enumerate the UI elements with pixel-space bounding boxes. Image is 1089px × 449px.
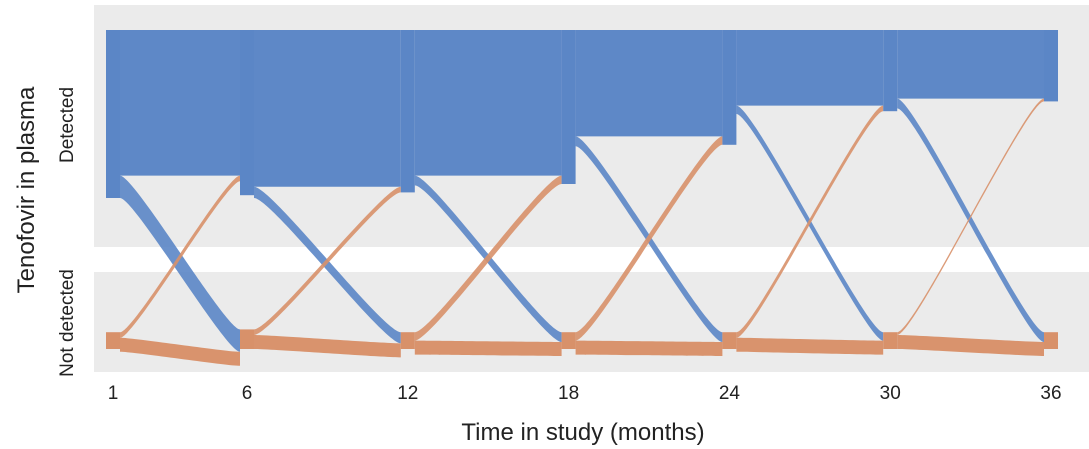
flow-1-6-not-detected-to-detected: [120, 175, 240, 338]
stock-1-detected: [106, 30, 120, 198]
flow-24-30-not-detected-to-not-detected: [736, 337, 884, 355]
stock-12-detected: [400, 30, 415, 193]
stock-18-detected: [561, 30, 576, 184]
stock-12-not-detected: [400, 332, 415, 349]
flow-6-12-detected-to-detected: [254, 30, 401, 187]
flow-12-18-not-detected-to-detected: [414, 175, 562, 341]
flow-6-12-not-detected-to-detected: [254, 186, 401, 335]
x-tick-12: 12: [397, 383, 418, 404]
y-axis-title: Tenofovir in plasma: [13, 86, 40, 293]
flow-18-24-not-detected-to-not-detected: [575, 340, 723, 356]
stock-24-detected: [722, 30, 737, 145]
stock-36-not-detected: [1044, 332, 1058, 349]
x-tick-6: 6: [242, 383, 253, 404]
flow-30-36-not-detected-to-not-detected: [897, 335, 1044, 356]
flow-1-6-detected-to-detected: [120, 30, 240, 176]
x-tick-24: 24: [719, 383, 741, 404]
flow-12-18-not-detected-to-not-detected: [414, 340, 562, 356]
flow-18-24-not-detected-to-detected: [575, 136, 723, 341]
flow-1-6-not-detected-to-not-detected: [120, 337, 240, 366]
stock-30-not-detected: [883, 332, 898, 349]
flow-24-30-detected-to-detected: [736, 30, 884, 106]
flow-30-36-detected-to-detected: [897, 30, 1044, 99]
stocks-layer: [106, 30, 1058, 349]
flow-1-6-detected-to-not-detected: [120, 175, 240, 352]
stock-18-not-detected: [561, 332, 576, 349]
stock-1-not-detected: [106, 332, 120, 349]
stock-24-not-detected: [722, 332, 737, 349]
flow-6-12-detected-to-not-detected: [254, 186, 401, 344]
flow-18-24-detected-to-detected: [575, 30, 723, 137]
flow-30-36-not-detected-to-detected: [897, 98, 1044, 335]
flows-layer: [120, 30, 1044, 366]
x-tick-36: 36: [1040, 383, 1061, 404]
flow-24-30-not-detected-to-detected: [736, 105, 884, 338]
x-tick-labels: 1 6 12 18 24 30 36: [108, 383, 1062, 404]
stock-30-detected: [883, 30, 898, 112]
flow-12-18-detected-to-detected: [414, 30, 562, 176]
state-label-not-detected: Not detected: [57, 269, 78, 377]
state-label-detected: Detected: [57, 87, 78, 163]
flow-6-12-not-detected-to-not-detected: [254, 335, 401, 358]
x-tick-18: 18: [558, 383, 579, 404]
x-tick-30: 30: [880, 383, 901, 404]
x-axis-title: Time in study (months): [461, 419, 704, 446]
stock-36-detected: [1044, 30, 1058, 102]
x-tick-1: 1: [108, 383, 119, 404]
stock-6-detected: [240, 30, 254, 196]
flow-30-36-detected-to-not-detected: [897, 98, 1044, 342]
stock-6-not-detected: [240, 329, 254, 349]
